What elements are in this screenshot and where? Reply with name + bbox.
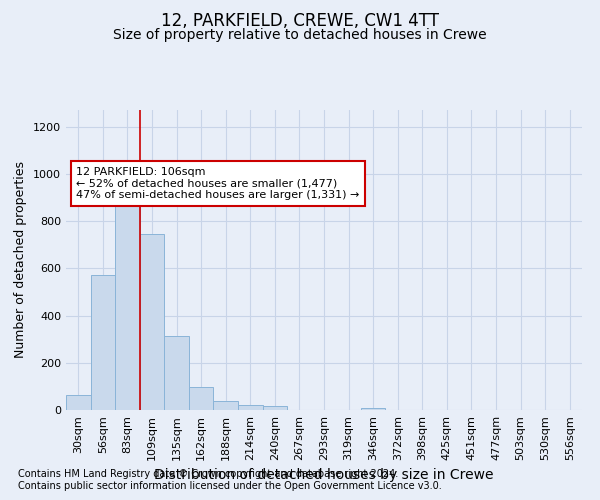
Bar (263, 406, 287, 410)
Bar (66, 394, 91, 410)
Bar (140, 234, 164, 410)
Bar (115, 174, 140, 410)
Bar (238, 405, 263, 410)
Bar (361, 408, 385, 410)
Text: Contains public sector information licensed under the Open Government Licence v3: Contains public sector information licen… (18, 481, 442, 491)
X-axis label: Distribution of detached houses by size in Crewe: Distribution of detached houses by size … (154, 468, 494, 482)
Bar (189, 387, 214, 410)
Text: 12, PARKFIELD, CREWE, CW1 4TT: 12, PARKFIELD, CREWE, CW1 4TT (161, 12, 439, 30)
Bar (214, 400, 238, 410)
Text: Contains HM Land Registry data © Crown copyright and database right 2024.: Contains HM Land Registry data © Crown c… (18, 469, 398, 479)
Bar (91, 276, 115, 410)
Y-axis label: Number of detached properties: Number of detached properties (14, 162, 28, 358)
Text: Size of property relative to detached houses in Crewe: Size of property relative to detached ho… (113, 28, 487, 42)
Bar (164, 336, 189, 410)
Text: 12 PARKFIELD: 106sqm
← 52% of detached houses are smaller (1,477)
47% of semi-de: 12 PARKFIELD: 106sqm ← 52% of detached h… (76, 167, 359, 200)
